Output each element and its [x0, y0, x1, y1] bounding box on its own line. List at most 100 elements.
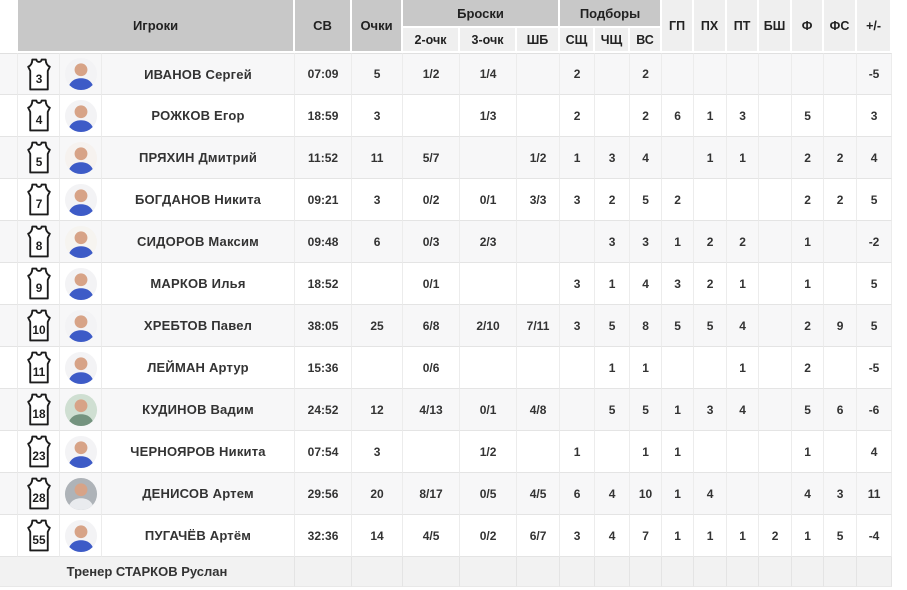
col-header-players: Игроки: [18, 0, 296, 53]
stat-reb-off: 1: [560, 137, 596, 179]
player-name[interactable]: ХРЕБТОВ Павел: [102, 305, 296, 347]
jersey-icon: 23: [26, 435, 51, 468]
svg-text:55: 55: [32, 533, 46, 547]
stat-time-played: 07:09: [295, 53, 353, 95]
stat-fouls: 1: [792, 221, 825, 263]
player-name[interactable]: ДЕНИСОВ Артем: [102, 473, 296, 515]
stat-assists: [662, 137, 695, 179]
stat-free-throw: [517, 53, 561, 95]
player-row[interactable]: 3 ИВАНОВ Сергей 07:09 5 1/2 1/4 2 2 -5: [0, 53, 893, 95]
stat-assists: 1: [662, 389, 695, 431]
jersey-number-cell: 5: [18, 137, 60, 179]
stat-reb-total: 2: [630, 95, 663, 137]
stat-points: 3: [352, 179, 404, 221]
stat-turnovers: 3: [727, 95, 760, 137]
stat-points: 20: [352, 473, 404, 515]
stat-points: 11: [352, 137, 404, 179]
player-name[interactable]: КУДИНОВ Вадим: [102, 389, 296, 431]
player-photo: [64, 393, 97, 426]
stat-fouls-drawn: [824, 431, 858, 473]
coach-empty-cell: [403, 557, 461, 587]
col-header-reb-def: ЧЩ: [595, 28, 631, 53]
stat-steals: 5: [694, 305, 728, 347]
stat-turnovers: 4: [727, 389, 760, 431]
coach-empty-cell: [824, 557, 858, 587]
player-name[interactable]: МАРКОВ Илья: [102, 263, 296, 305]
player-name[interactable]: СИДОРОВ Максим: [102, 221, 296, 263]
player-row[interactable]: 11 ЛЕЙМАН Артур 15:36 0/6 1 1 1 2 -5: [0, 347, 893, 389]
player-avatar-cell: [60, 515, 102, 557]
col-header-turnovers: ПТ: [727, 0, 760, 53]
player-photo: [64, 309, 97, 342]
svg-text:5: 5: [35, 155, 42, 169]
player-row[interactable]: 7 БОГДАНОВ Никита 09:21 3 0/2 0/1 3/3 3 2 5 2 2 2 5: [0, 179, 893, 221]
coach-empty-cell: [560, 557, 596, 587]
player-avatar-cell: [60, 95, 102, 137]
jersey-icon: 28: [26, 477, 51, 510]
stat-points: 14: [352, 515, 404, 557]
stat-fouls-drawn: [824, 347, 858, 389]
stat-reb-def: 5: [595, 389, 631, 431]
stat-reb-def: 3: [595, 137, 631, 179]
player-row[interactable]: 23 ЧЕРНОЯРОВ Никита 07:54 3 1/2 1 1 1 1 4: [0, 431, 893, 473]
player-row[interactable]: 5 ПРЯХИН Дмитрий 11:52 11 5/7 1/2 1 3 4 1 1 2 2 4: [0, 137, 893, 179]
player-name[interactable]: РОЖКОВ Егор: [102, 95, 296, 137]
player-name[interactable]: ЛЕЙМАН Артур: [102, 347, 296, 389]
player-name[interactable]: ЧЕРНОЯРОВ Никита: [102, 431, 296, 473]
header-spacer-cell: [0, 0, 18, 53]
stat-reb-total: 1: [630, 431, 663, 473]
player-name[interactable]: БОГДАНОВ Никита: [102, 179, 296, 221]
stat-steals: 1: [694, 137, 728, 179]
stat-three-point: 0/5: [460, 473, 518, 515]
stat-fouls-drawn: 3: [824, 473, 858, 515]
coach-empty-cell: [517, 557, 561, 587]
stat-fouls: [792, 53, 825, 95]
stat-free-throw: 7/11: [517, 305, 561, 347]
stat-plus-minus: 5: [857, 263, 893, 305]
stat-reb-off: 2: [560, 53, 596, 95]
col-header-time: СВ: [295, 0, 353, 53]
player-row[interactable]: 18 КУДИНОВ Вадим 24:52 12 4/13 0/1 4/8 5 5 1 3 4 5 6…: [0, 389, 893, 431]
player-row[interactable]: 9 МАРКОВ Илья 18:52 0/1 3 1 4 3 2 1 1 5: [0, 263, 893, 305]
players-body: 3 ИВАНОВ Сергей 07:09 5 1/2 1/4 2 2 -5 4: [0, 53, 893, 557]
player-row[interactable]: 10 ХРЕБТОВ Павел 38:05 25 6/8 2/10 7/11 3 5 8 5 5 4…: [0, 305, 893, 347]
stat-reb-def: [595, 95, 631, 137]
stat-fouls-drawn: 2: [824, 137, 858, 179]
stat-time-played: 09:21: [295, 179, 353, 221]
player-photo: [64, 225, 97, 258]
stat-reb-def: 3: [595, 221, 631, 263]
stat-reb-off: [560, 389, 596, 431]
stat-plus-minus: 5: [857, 305, 893, 347]
stat-assists: 2: [662, 179, 695, 221]
stat-fouls: 2: [792, 137, 825, 179]
player-name[interactable]: ПРЯХИН Дмитрий: [102, 137, 296, 179]
stat-points: [352, 347, 404, 389]
stat-turnovers: 1: [727, 263, 760, 305]
stat-reb-def: 1: [595, 263, 631, 305]
jersey-icon: 18: [26, 393, 51, 426]
stat-blocks: [759, 221, 793, 263]
col-group-shots: Броски: [403, 0, 561, 28]
coach-empty-cell: [662, 557, 695, 587]
stat-plus-minus: -4: [857, 515, 893, 557]
jersey-number-cell: 3: [18, 53, 60, 95]
coach-empty-cell: [759, 557, 793, 587]
stat-plus-minus: 3: [857, 95, 893, 137]
header-sub-row: 2-очк 3-очк ШБ СЩ ЧЩ ВС: [0, 28, 892, 53]
row-spacer: [0, 515, 18, 557]
stat-time-played: 29:56: [295, 473, 353, 515]
player-name[interactable]: ИВАНОВ Сергей: [102, 53, 296, 95]
player-row[interactable]: 55 ПУГАЧЁВ Артём 32:36 14 4/5 0/2 6/7 3 4 7 1 1 1 2 1…: [0, 515, 893, 557]
stat-reb-off: [560, 221, 596, 263]
stat-turnovers: [727, 53, 760, 95]
player-name[interactable]: ПУГАЧЁВ Артём: [102, 515, 296, 557]
stat-fouls: 2: [792, 347, 825, 389]
player-row[interactable]: 8 СИДОРОВ Максим 09:48 6 0/3 2/3 3 3 1 2 2 1 -2: [0, 221, 893, 263]
stat-time-played: 24:52: [295, 389, 353, 431]
player-row[interactable]: 4 РОЖКОВ Егор 18:59 3 1/3 2 2 6 1 3 5 3: [0, 95, 893, 137]
table-footer: Тренер СТАРКОВ Руслан: [0, 557, 893, 587]
stat-assists: [662, 347, 695, 389]
player-avatar-cell: [60, 473, 102, 515]
player-row[interactable]: 28 ДЕНИСОВ Артем 29:56 20 8/17 0/5 4/5 6 4 10 1 4 4…: [0, 473, 893, 515]
stat-three-point: 1/2: [460, 431, 518, 473]
